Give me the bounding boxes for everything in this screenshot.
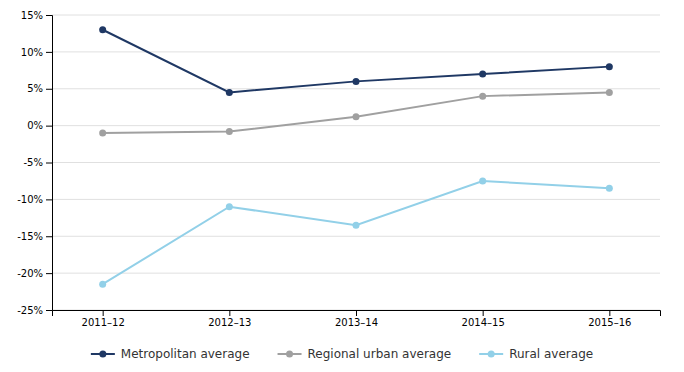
y-tick-mark bbox=[46, 236, 52, 237]
series-line bbox=[103, 92, 610, 133]
legend: Metropolitan average Regional urban avera… bbox=[91, 347, 593, 361]
x-tick-mark bbox=[483, 310, 484, 316]
grid-line bbox=[52, 236, 660, 237]
series-marker bbox=[99, 26, 106, 33]
y-tick-label: 15% bbox=[21, 10, 43, 21]
series-marker bbox=[353, 222, 360, 229]
x-tick: 2011–12 bbox=[82, 310, 125, 328]
y-tick-label: -5% bbox=[24, 157, 43, 168]
x-tick-label: 2011–12 bbox=[82, 317, 125, 328]
y-tick: -5% bbox=[24, 157, 52, 168]
legend-item: Regional urban average bbox=[278, 347, 452, 361]
y-tick-label: 10% bbox=[21, 47, 43, 58]
y-tick: 0% bbox=[27, 120, 52, 131]
y-tick-mark bbox=[46, 163, 52, 164]
y-tick-label: -10% bbox=[17, 194, 43, 205]
x-tick-mark bbox=[609, 310, 610, 316]
y-tick-mark bbox=[46, 52, 52, 53]
series-marker bbox=[479, 177, 486, 184]
y-tick: 5% bbox=[27, 83, 52, 94]
series-marker bbox=[226, 203, 233, 210]
series-marker bbox=[226, 128, 233, 135]
series-line bbox=[103, 181, 610, 284]
grid-line bbox=[52, 125, 660, 126]
series-marker bbox=[353, 113, 360, 120]
y-tick-label: 0% bbox=[27, 120, 43, 131]
x-tick-mark bbox=[229, 310, 230, 316]
series-marker bbox=[606, 63, 613, 70]
y-tick-mark bbox=[46, 310, 52, 311]
chart: -25% -20% -15% -10% -5% 0% 5% 10% 15% 2011–12 2012… bbox=[0, 0, 684, 372]
x-tick-label: 2015–16 bbox=[588, 317, 631, 328]
grid-line bbox=[52, 51, 660, 52]
x-tick-label: 2014–15 bbox=[462, 317, 505, 328]
x-tick: 2012–13 bbox=[208, 310, 251, 328]
x-tick-mark bbox=[103, 310, 104, 316]
y-tick-mark bbox=[46, 126, 52, 127]
x-tick-label: 2013–14 bbox=[335, 317, 378, 328]
y-tick-mark bbox=[46, 15, 52, 16]
y-tick: 15% bbox=[21, 10, 52, 21]
series-marker bbox=[606, 185, 613, 192]
series-marker bbox=[479, 93, 486, 100]
y-tick: -10% bbox=[17, 194, 52, 205]
y-tick-label: -20% bbox=[17, 268, 43, 279]
y-tick-label: 5% bbox=[27, 83, 43, 94]
legend-marker bbox=[286, 351, 293, 358]
y-tick-mark bbox=[46, 89, 52, 90]
y-axis: -25% -20% -15% -10% -5% 0% 5% 10% 15% bbox=[17, 10, 52, 316]
x-tick: 2013–14 bbox=[335, 310, 378, 328]
legend-marker bbox=[488, 351, 495, 358]
y-tick: 10% bbox=[21, 47, 52, 58]
x-axis: 2011–12 2012–13 2013–14 2014–15 2015–16 bbox=[53, 310, 661, 328]
grid-line bbox=[52, 88, 660, 89]
x-tick-label: 2012–13 bbox=[208, 317, 251, 328]
y-axis-line bbox=[46, 16, 53, 311]
y-tick-label: -15% bbox=[17, 231, 43, 242]
y-tick: -20% bbox=[17, 268, 52, 279]
series-marker bbox=[99, 281, 106, 288]
grid-line bbox=[52, 199, 660, 200]
grid-line bbox=[52, 162, 660, 163]
y-tick: -25% bbox=[17, 305, 52, 316]
grid-line bbox=[52, 273, 660, 274]
series-marker bbox=[226, 89, 233, 96]
series-marker bbox=[353, 78, 360, 85]
legend-label: Regional urban average bbox=[308, 347, 452, 361]
x-tick: 2015–16 bbox=[588, 310, 631, 328]
x-axis-line bbox=[53, 311, 661, 317]
y-tick-mark bbox=[46, 199, 52, 200]
series-marker bbox=[479, 71, 486, 78]
legend-label: Rural average bbox=[509, 347, 593, 361]
legend-label: Metropolitan average bbox=[121, 347, 250, 361]
series-marker bbox=[99, 130, 106, 137]
legend-marker bbox=[99, 351, 106, 358]
y-tick-label: -25% bbox=[17, 305, 43, 316]
series-group bbox=[99, 26, 613, 287]
plot: -25% -20% -15% -10% -5% 0% 5% 10% 15% 2011–12 2012… bbox=[17, 10, 660, 328]
y-tick-mark bbox=[46, 273, 52, 274]
legend-item: Metropolitan average bbox=[91, 347, 250, 361]
grid-line bbox=[52, 15, 660, 16]
grid bbox=[52, 15, 660, 310]
legend-item: Rural average bbox=[479, 347, 593, 361]
y-tick: -15% bbox=[17, 231, 52, 242]
x-tick: 2014–15 bbox=[462, 310, 505, 328]
series-line bbox=[103, 30, 610, 93]
x-tick-mark bbox=[356, 310, 357, 316]
series-marker bbox=[606, 89, 613, 96]
